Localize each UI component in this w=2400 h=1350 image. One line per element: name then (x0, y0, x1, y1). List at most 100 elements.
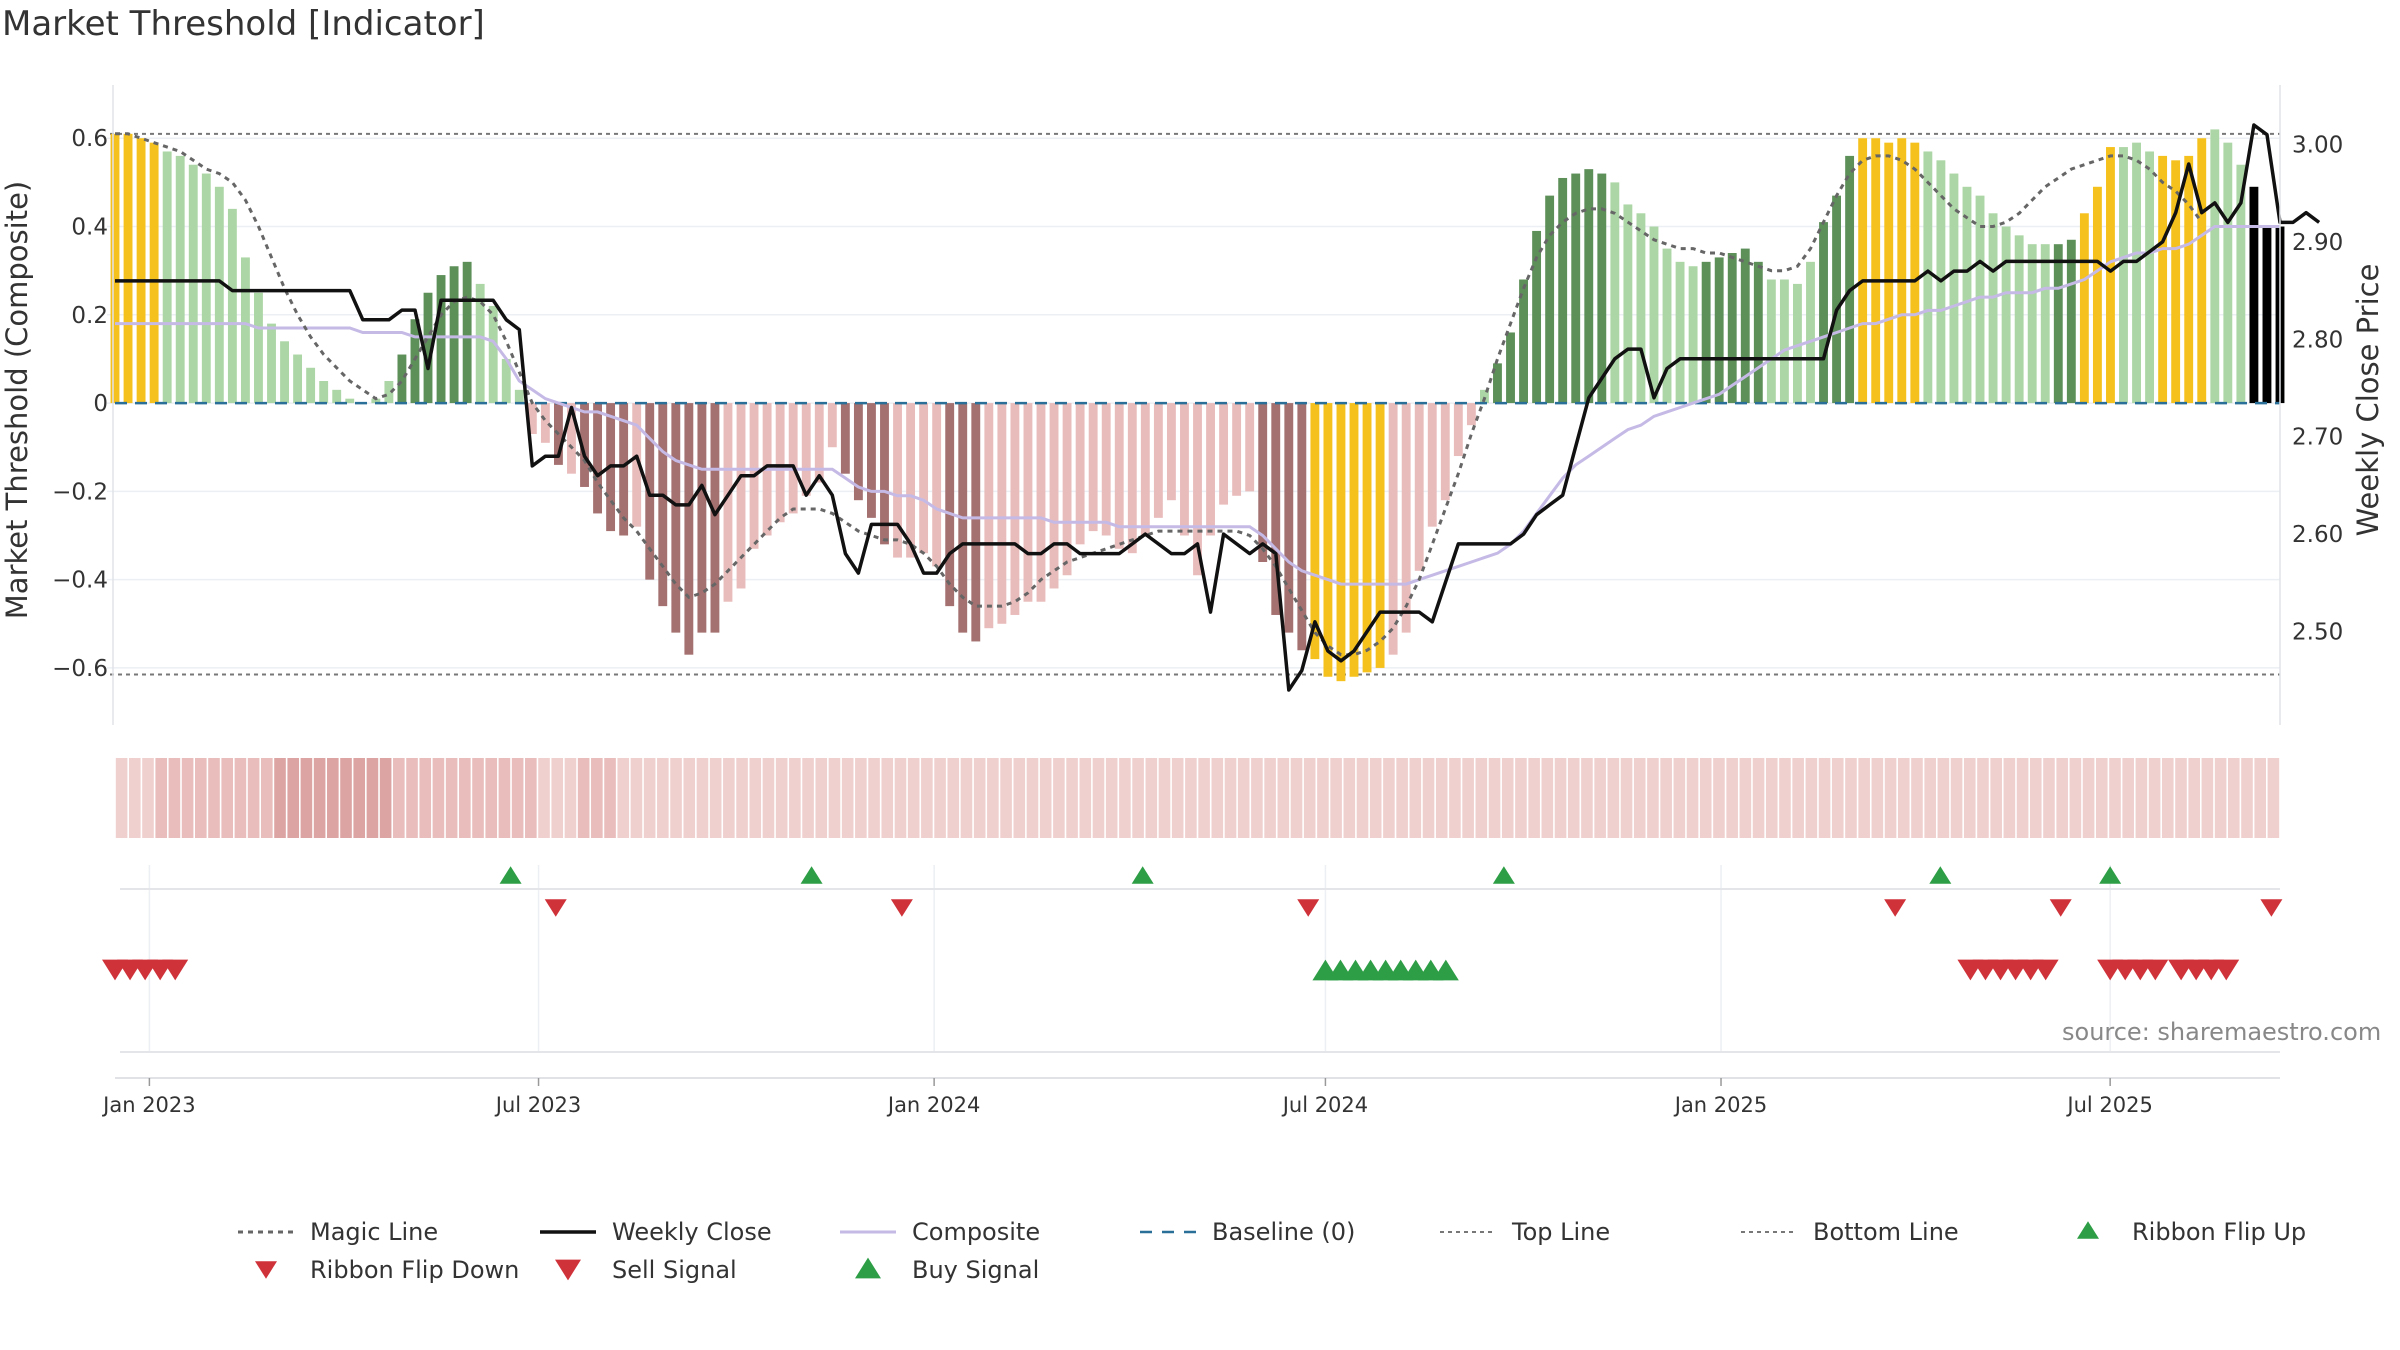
composite-bar (1949, 173, 1959, 404)
ribbon-cell (749, 758, 762, 838)
ribbon-cell (564, 758, 577, 838)
composite-bar (1806, 261, 1815, 404)
ribbon-cell (841, 758, 854, 838)
signal-panels (102, 866, 2283, 1053)
composite-bar (306, 367, 316, 404)
composite-bar (2249, 186, 2259, 404)
ribbon-cell (1185, 758, 1197, 838)
ribbon-cell (868, 758, 880, 838)
ribbon-cell (234, 758, 247, 838)
composite-bar (1323, 403, 1333, 677)
composite-bar (1088, 403, 1098, 532)
ribbon-cell (2109, 758, 2121, 838)
composite-bar (449, 266, 459, 404)
ribbon-cell (2056, 758, 2068, 838)
composite-bar (1427, 403, 1437, 527)
composite-bar (397, 354, 407, 404)
composite-bar (984, 403, 994, 629)
ribbon-cell (1660, 758, 1672, 838)
composite-bar (814, 403, 824, 483)
ribbon-cell (181, 758, 194, 838)
composite-bar (619, 403, 629, 536)
ribbon-cell (960, 758, 973, 838)
x-tick-label: Jul 2023 (494, 1093, 581, 1117)
ribbon-cell (498, 758, 511, 838)
ribbon-flip-up-marker (1929, 866, 1952, 884)
composite-bar (1962, 186, 1972, 404)
ribbon-cell (261, 758, 273, 838)
ribbon-cell (1066, 758, 1078, 838)
ribbon-cell (736, 758, 748, 838)
composite-bar (2171, 160, 2181, 404)
composite-bar (1362, 403, 1372, 673)
ribbon-cell (1105, 758, 1118, 838)
ribbon-cell (2069, 758, 2082, 838)
composite-bar (1649, 226, 1659, 404)
ribbon-cell (696, 758, 709, 838)
composite-bar (593, 403, 602, 514)
ribbon-cell (1092, 758, 1105, 838)
x-tick-label: Jan 2024 (886, 1093, 981, 1117)
composite-bar (788, 403, 798, 514)
legend-label: Ribbon Flip Up (2132, 1218, 2306, 1246)
ribbon-cell (115, 758, 128, 838)
ribbon-cell (987, 758, 999, 838)
ribbon-cell (1317, 758, 1329, 838)
composite-bar (2040, 244, 2050, 404)
ribbon-cell (1792, 758, 1804, 838)
composite-bar (697, 403, 707, 633)
composite-bar (1923, 151, 1933, 404)
composite-bar (1532, 230, 1542, 404)
ribbon-flip-down-marker (890, 899, 913, 917)
sell-signal-marker (2213, 959, 2240, 981)
ribbon-cell (762, 758, 775, 838)
composite-bar (2119, 147, 2128, 404)
composite-bar (2053, 244, 2063, 404)
ribbon-cell (1977, 758, 1989, 838)
composite-bar (1258, 403, 1268, 562)
composite-bar (945, 403, 955, 607)
ribbon-cell (1607, 758, 1620, 838)
ribbon-cell (2227, 758, 2240, 838)
ribbon-cell (1462, 758, 1474, 838)
ribbon-flip-up-marker (1131, 866, 1154, 884)
composite-bar (1036, 403, 1046, 602)
ribbon-flip-down-marker (1884, 899, 1907, 917)
composite-bar (1636, 213, 1646, 404)
composite-bar (1271, 403, 1281, 615)
x-tick-label: Jul 2025 (2065, 1093, 2152, 1117)
ribbon-cell (168, 758, 181, 838)
composite-bar (540, 403, 550, 443)
composite-bar (723, 403, 733, 602)
composite-bar (775, 403, 785, 523)
legend-label: Baseline (0) (1212, 1218, 1355, 1246)
legend-label: Ribbon Flip Down (310, 1256, 519, 1284)
ribbon-cell (2122, 758, 2134, 838)
composite-bar (1623, 204, 1633, 404)
ribbon-cell (907, 758, 920, 838)
composite-bar (1910, 142, 1920, 404)
legend-label: Buy Signal (912, 1256, 1039, 1284)
composite-bar (1884, 142, 1894, 404)
axes: 0.6 0.4 0.2 0 −0.2 −0.4 −0.6 3.00 2.90 2.80 2.70 2.… (0, 85, 2385, 1117)
ribbon-flip-up-marker (1492, 866, 1515, 884)
ribbon-cell (1409, 758, 1422, 838)
ribbon-cell (2082, 758, 2095, 838)
composite-bar (1897, 138, 1907, 404)
ribbon-cell (1805, 758, 1818, 838)
composite-bar (1062, 403, 1072, 576)
ribbon-cell (1713, 758, 1725, 838)
legend: Magic Line Weekly Close Composite Baseline … (238, 1218, 2306, 1284)
ribbon-cell (643, 758, 656, 838)
composite-bar (2079, 213, 2089, 404)
composite-bar (2066, 239, 2076, 404)
ribbon-cell (538, 758, 550, 838)
ribbon-cell (921, 758, 933, 838)
ribbon-cell (1171, 758, 1184, 838)
ribbon-cell (1039, 758, 1052, 838)
y-right-tick-label: 2.90 (2292, 230, 2343, 256)
composite-bar (853, 403, 863, 501)
ribbon-cell (1053, 758, 1065, 838)
ribbon-cell (723, 758, 735, 838)
